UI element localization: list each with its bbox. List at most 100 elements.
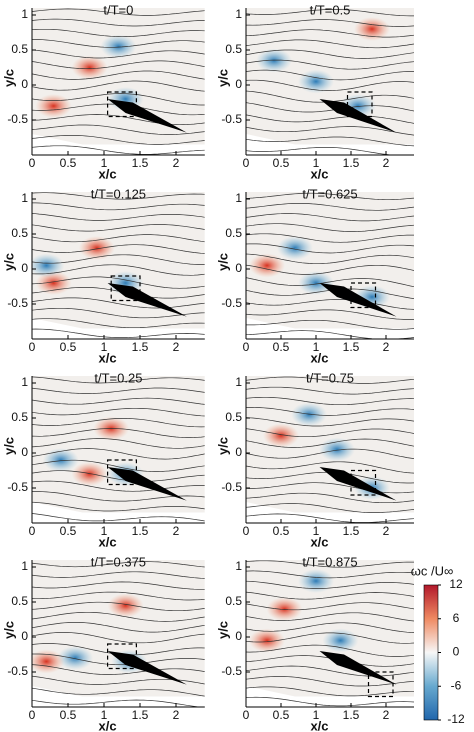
field bbox=[246, 8, 414, 155]
streamline bbox=[246, 492, 414, 504]
streamline bbox=[246, 243, 414, 254]
streamline bbox=[32, 470, 205, 482]
streamline bbox=[246, 59, 414, 70]
x-tick-label: 2 bbox=[173, 156, 180, 170]
y-tick-label: 0.5 bbox=[11, 42, 28, 56]
airfoil bbox=[319, 651, 397, 685]
streamline bbox=[32, 611, 205, 622]
panel: 0 0.5 1 1.5 2 1 0.5 0 -0.5 t/T=0.875 x/c y/c bbox=[215, 554, 414, 732]
y-tick-label: 0 bbox=[235, 261, 242, 275]
x-tick-label: 0 bbox=[29, 708, 36, 722]
field-bg bbox=[32, 192, 205, 329]
vortex bbox=[298, 271, 334, 295]
y-tick-label: 0.5 bbox=[11, 594, 28, 608]
y-tick-label: 0.5 bbox=[225, 594, 242, 608]
x-tick-label: 2 bbox=[383, 524, 390, 538]
y-tick-label: -0.5 bbox=[7, 112, 28, 126]
field-bg bbox=[32, 376, 205, 513]
streamline bbox=[32, 93, 205, 106]
streamline bbox=[246, 665, 414, 677]
y-tick-label: -0.5 bbox=[221, 664, 242, 678]
streamline bbox=[32, 28, 205, 38]
streamline bbox=[32, 49, 205, 59]
streamline bbox=[246, 253, 414, 265]
y-axis-label: y/c bbox=[1, 621, 16, 639]
streamline bbox=[32, 513, 205, 522]
x-tick-label: 0 bbox=[243, 708, 250, 722]
dashed-box bbox=[106, 459, 137, 486]
streamline bbox=[32, 213, 205, 221]
streamline bbox=[246, 102, 414, 113]
streamline bbox=[32, 202, 205, 211]
panel: 0 0.5 1 1.5 2 1 0.5 0 -0.5 t/T=0.125 x/c y/c bbox=[1, 186, 205, 365]
streamline bbox=[32, 387, 205, 394]
x-tick-label: 1 bbox=[101, 524, 108, 538]
streamline bbox=[32, 8, 205, 16]
streamline bbox=[246, 580, 414, 589]
streamline bbox=[32, 376, 205, 384]
x-tick-label: 1 bbox=[313, 708, 320, 722]
streamline bbox=[246, 319, 414, 330]
vortex bbox=[298, 569, 334, 593]
vortex bbox=[322, 628, 359, 653]
streamline bbox=[32, 244, 205, 254]
streamline bbox=[246, 203, 414, 211]
field bbox=[246, 560, 414, 707]
streamline bbox=[32, 297, 205, 309]
y-tick-label: 0 bbox=[21, 445, 28, 459]
streamline bbox=[246, 632, 414, 644]
y-tick-label: -0.5 bbox=[221, 296, 242, 310]
streamline bbox=[246, 213, 414, 222]
streamline bbox=[32, 561, 205, 568]
colorbar-tick-label: 12 bbox=[449, 577, 463, 591]
streamline bbox=[32, 653, 205, 666]
y-tick-label: 1 bbox=[235, 191, 242, 205]
y-tick-label: 0.5 bbox=[225, 410, 242, 424]
panel: 0 0.5 1 1.5 2 1 0.5 0 -0.5 t/T=0 x/c y/c bbox=[1, 2, 205, 181]
colorbar-tick-label: -6 bbox=[451, 678, 462, 692]
x-tick-label: 1.5 bbox=[132, 340, 149, 354]
streamline bbox=[32, 145, 205, 155]
streamline bbox=[246, 560, 414, 568]
streamline bbox=[32, 687, 205, 697]
y-tick-label: -0.5 bbox=[7, 664, 28, 678]
streamline bbox=[246, 223, 414, 232]
x-tick-label: 0 bbox=[243, 340, 250, 354]
airfoil bbox=[107, 467, 187, 501]
vortex bbox=[42, 448, 79, 472]
airfoil bbox=[319, 99, 397, 133]
streamline bbox=[246, 461, 414, 474]
streamline bbox=[246, 49, 414, 59]
vortex bbox=[71, 55, 108, 80]
x-tick-label: 1.5 bbox=[343, 340, 360, 354]
y-axis-label: y/c bbox=[1, 253, 16, 271]
dashed-box bbox=[106, 91, 137, 118]
y-tick-label: 0.5 bbox=[225, 42, 242, 56]
x-tick-label: 1.5 bbox=[132, 156, 149, 170]
x-tick-label: 0 bbox=[243, 524, 250, 538]
airfoil bbox=[107, 283, 187, 317]
x-tick-label: 1.5 bbox=[343, 156, 360, 170]
x-tick-label: 2 bbox=[173, 524, 180, 538]
y-tick-label: 0 bbox=[21, 261, 28, 275]
airfoil bbox=[319, 467, 397, 501]
x-tick-label: 1.5 bbox=[132, 524, 149, 538]
streamline bbox=[32, 318, 205, 329]
y-tick-label: 0.5 bbox=[11, 410, 28, 424]
x-tick-label: 0 bbox=[29, 156, 36, 170]
vortex bbox=[249, 628, 285, 653]
streamline bbox=[32, 407, 205, 417]
streamline bbox=[246, 299, 414, 310]
streamline bbox=[246, 448, 414, 459]
dashed-box bbox=[350, 469, 377, 496]
panel: 0 0.5 1 1.5 2 1 0.5 0 -0.5 t/T=0.5 x/c y/c bbox=[215, 2, 414, 181]
x-axis-label: x/c bbox=[310, 534, 328, 549]
x-axis-label: x/c bbox=[99, 350, 117, 365]
streamline bbox=[32, 135, 205, 145]
streamline bbox=[246, 602, 414, 611]
streamline bbox=[246, 69, 414, 81]
streamline bbox=[246, 591, 414, 600]
streamline bbox=[246, 19, 414, 27]
dashed-box bbox=[110, 275, 141, 302]
